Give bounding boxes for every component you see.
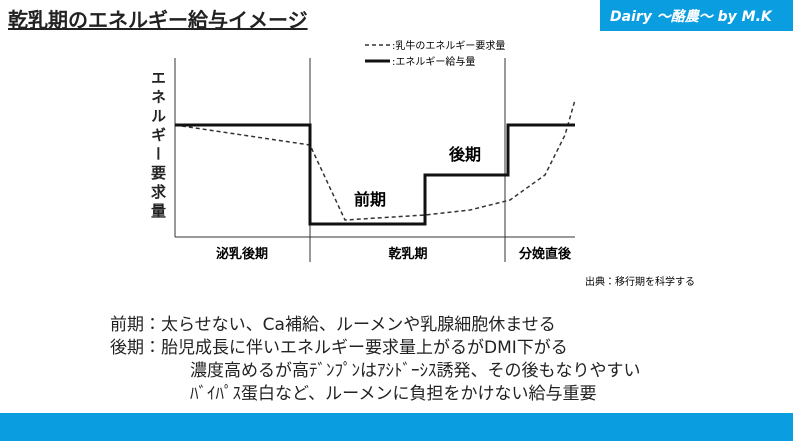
- brand-bar: [600, 0, 793, 31]
- legend-label: :乳牛のエネルギー要求量: [392, 39, 505, 52]
- supply-line: [175, 123, 575, 226]
- footer-bar: [0, 413, 793, 441]
- source: 出典：移行期を科学する: [585, 275, 695, 288]
- period-label: 分娩直後: [518, 246, 572, 262]
- period-label: 泌乳後期: [216, 246, 268, 262]
- note: ﾊﾞｲﾊﾟｽ蛋白など、ルーメンに負担をかけない給与重要: [190, 384, 597, 404]
- diagram: :乳牛のエネルギー要求量 :エネルギー給与量 泌乳後期 乾乳期 分娩直後 前期 …: [174, 39, 695, 288]
- axes: [174, 58, 575, 262]
- annotation: 前期: [354, 190, 386, 209]
- slide-title: 乾乳期のエネルギー給与イメージ: [8, 8, 308, 32]
- note: 後期：胎児成長に伴いエネルギー要求量上がるがDMI下がる: [110, 338, 568, 358]
- requirement-line: [174, 99, 576, 221]
- note: 前期：太らせない、Ca補給、ルーメンや乳腺細胞休ませる: [110, 315, 556, 335]
- legend-label: :エネルギー給与量: [392, 55, 475, 68]
- annotation: 後期: [448, 145, 481, 164]
- brand: Dairy ～酪農～ by M.K: [610, 9, 772, 25]
- note: 濃度高めるが高ﾃﾞﾝﾌﾟﾝはｱｼﾄﾞｰｼｽ誘発、その後もなりやすい: [190, 361, 641, 381]
- period-label: 乾乳期: [388, 246, 427, 262]
- y-axis-label: エネルギー要求量: [149, 70, 167, 222]
